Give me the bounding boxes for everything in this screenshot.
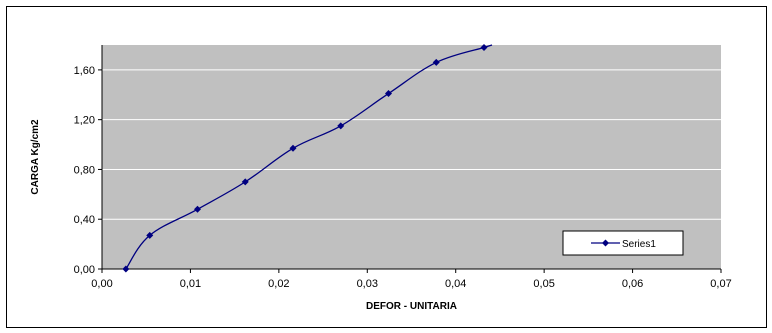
- axes: [98, 45, 722, 273]
- data-point-marker: [289, 144, 297, 152]
- x-tick-label: 0,00: [91, 278, 112, 290]
- data-point-marker: [146, 231, 154, 239]
- y-tick-label: 0,00: [74, 264, 95, 276]
- data-point-marker: [194, 205, 202, 213]
- y-tick-label: 0,40: [74, 214, 95, 226]
- legend: Series1: [562, 230, 684, 256]
- legend-series-marker: [602, 239, 609, 247]
- legend-box: [562, 230, 684, 256]
- x-tick-label: 0,03: [357, 278, 378, 290]
- x-tick-label: 0,02: [268, 278, 289, 290]
- series-layer: [122, 43, 493, 273]
- data-point-marker: [432, 58, 440, 66]
- x-tick-label: 0,05: [533, 278, 554, 290]
- data-point-marker: [385, 90, 393, 98]
- legend-series-label: Series1: [622, 239, 656, 250]
- tick-labels: 0,00 0,40 0,80 1,20 1,60 0,00 0,01 0,02 0,03 0,04…: [74, 65, 732, 290]
- x-tick-label: 0,04: [445, 278, 466, 290]
- y-axis-title: CARGA Kg/cm2: [30, 119, 41, 195]
- x-tick-label: 0,07: [710, 278, 731, 290]
- data-point-marker: [337, 122, 345, 130]
- x-axis-title: DEFOR - UNITARIA: [366, 301, 457, 312]
- y-tick-label: 1,60: [74, 65, 95, 77]
- data-point-marker: [241, 178, 249, 186]
- data-point-marker: [480, 43, 488, 51]
- gridlines: [102, 69, 721, 220]
- data-point-marker: [122, 265, 130, 273]
- x-tick-label: 0,01: [180, 278, 201, 290]
- y-tick-label: 0,80: [74, 164, 95, 176]
- x-tick-label: 0,06: [622, 278, 643, 290]
- y-tick-label: 1,20: [74, 115, 95, 127]
